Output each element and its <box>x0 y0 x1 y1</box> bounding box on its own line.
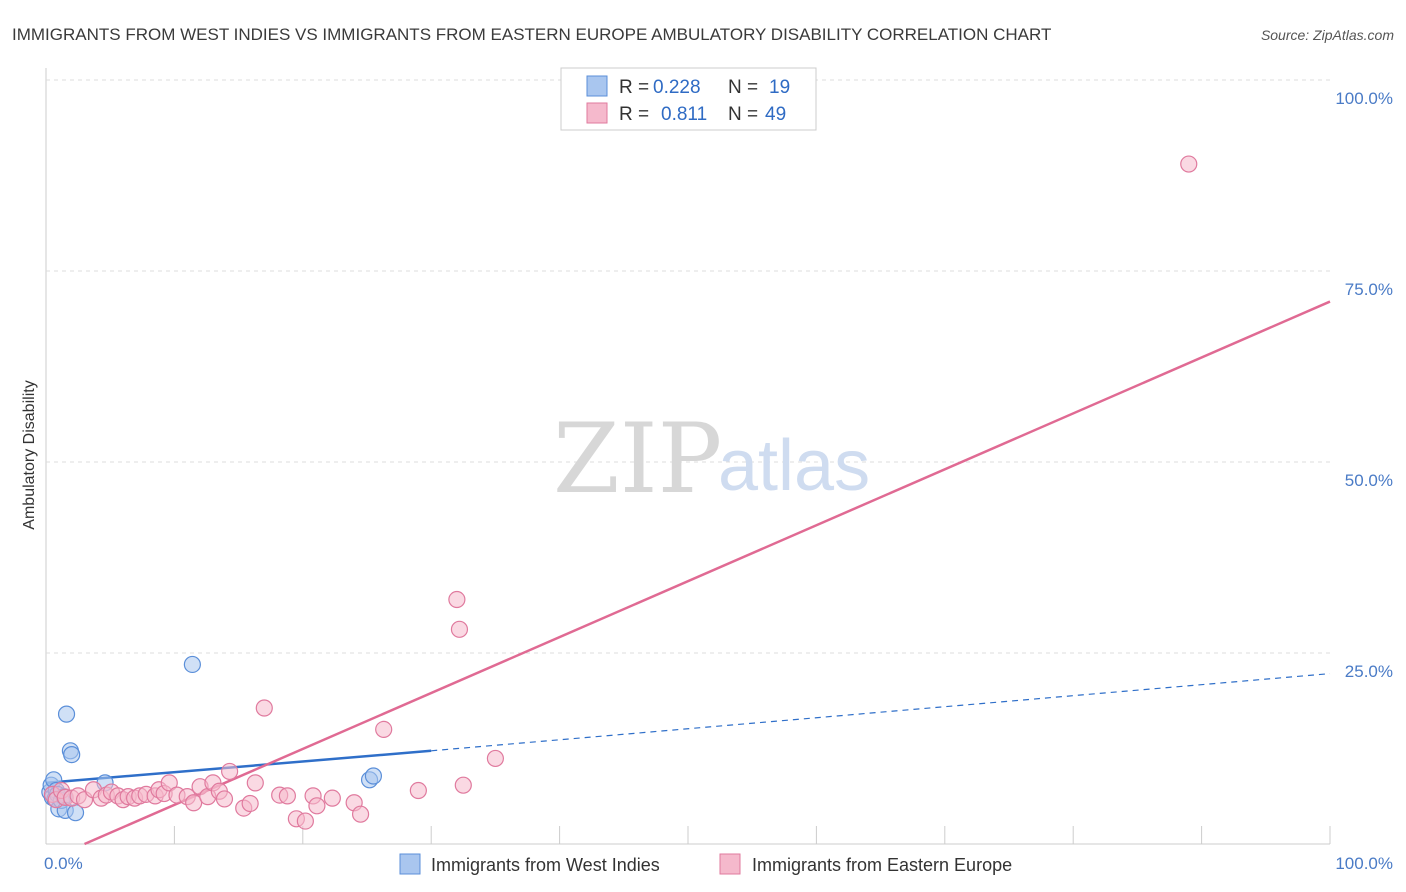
data-point-eastern-europe <box>308 797 326 815</box>
series-legend: Immigrants from West Indies Immigrants f… <box>399 853 1012 875</box>
legend-r-value: 0.228 <box>653 77 701 98</box>
data-point-eastern-europe <box>160 774 178 792</box>
data-point-eastern-europe <box>375 720 393 739</box>
y-tick-labels: 100.0% 75.0% 50.0% 25.0% <box>1335 89 1393 681</box>
data-point-eastern-europe <box>454 776 472 794</box>
y-tick-label: 25.0% <box>1345 662 1393 681</box>
x-tick-label: 0.0% <box>44 854 83 873</box>
data-point-eastern-europe <box>296 812 314 830</box>
data-point-eastern-europe <box>185 794 203 812</box>
data-point-eastern-europe <box>215 790 234 808</box>
legend-n-value: 49 <box>765 104 786 125</box>
data-point-eastern-europe <box>351 805 370 823</box>
series-legend-swatch-blue <box>399 853 421 875</box>
series-legend-label-west-indies: Immigrants from West Indies <box>431 855 660 875</box>
watermark: ZIP atlas <box>553 403 870 515</box>
data-point-eastern-europe <box>221 762 239 781</box>
data-point-eastern-europe <box>246 774 264 792</box>
x-tick-labels: 0.0% 100.0% <box>44 854 1393 873</box>
scatter-points <box>41 155 1198 830</box>
data-point-eastern-europe <box>409 781 427 800</box>
legend-n-label: N = <box>728 77 758 98</box>
x-tick-label: 100.0% <box>1335 854 1393 873</box>
data-point-eastern-europe <box>450 620 469 638</box>
watermark-atlas: atlas <box>718 426 870 506</box>
legend-n-label: N = <box>728 104 758 125</box>
legend-r-value: 0.811 <box>661 104 707 125</box>
y-axis-label: Ambulatory Disability <box>21 380 38 529</box>
data-point-west-indies <box>57 705 76 723</box>
series-legend-swatch-pink <box>719 853 741 875</box>
y-tick-label: 50.0% <box>1345 471 1393 490</box>
data-point-west-indies <box>183 655 201 674</box>
data-point-west-indies <box>364 767 383 785</box>
trend-lines <box>45 300 1331 846</box>
legend-r-label: R = <box>619 104 649 125</box>
stats-legend: R = 0.228 N = 19 R = 0.811 N = 49 <box>560 67 817 131</box>
legend-r-label: R = <box>619 77 649 98</box>
data-point-west-indies <box>63 746 81 764</box>
watermark-zip: ZIP <box>553 403 722 515</box>
data-point-eastern-europe <box>448 590 466 609</box>
trend-line-eastern-europe <box>84 300 1331 846</box>
y-tick-label: 75.0% <box>1345 280 1393 299</box>
chart-source: Source: ZipAtlas.com <box>1261 27 1394 43</box>
legend-n-value: 19 <box>769 77 790 98</box>
data-point-eastern-europe <box>241 794 259 813</box>
y-tick-label: 100.0% <box>1335 89 1393 108</box>
legend-swatch-pink <box>586 102 608 124</box>
legend-swatch-blue <box>586 75 608 97</box>
data-point-eastern-europe <box>1180 155 1198 173</box>
data-point-eastern-europe <box>278 787 296 805</box>
chart-title: IMMIGRANTS FROM WEST INDIES VS IMMIGRANT… <box>12 25 1051 44</box>
series-legend-label-eastern-europe: Immigrants from Eastern Europe <box>752 855 1012 875</box>
data-point-eastern-europe <box>486 749 504 768</box>
data-point-eastern-europe <box>323 789 341 807</box>
trend-line-west-indies-extension <box>431 673 1331 752</box>
data-point-eastern-europe <box>255 699 273 717</box>
